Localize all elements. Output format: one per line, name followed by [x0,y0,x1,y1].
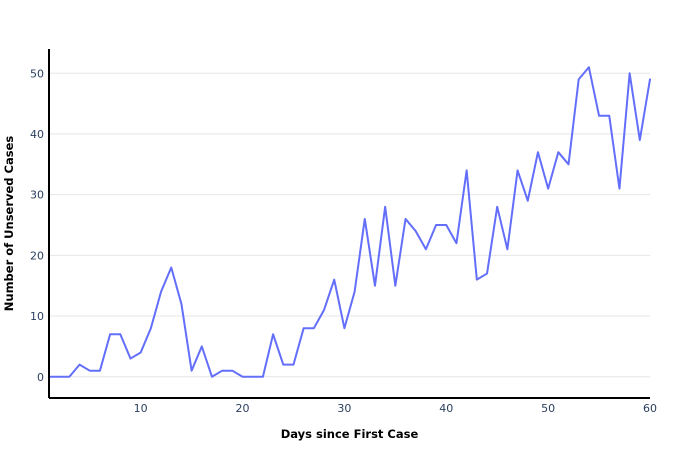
data-point[interactable] [56,374,62,380]
data-point[interactable] [270,331,276,337]
data-point[interactable] [311,325,317,331]
x-axis-title: Days since First Case [281,427,419,441]
data-point[interactable] [392,283,398,289]
data-point[interactable] [321,307,327,313]
data-point[interactable] [535,149,541,155]
data-point[interactable] [504,246,510,252]
series-line [48,66,651,378]
data-point[interactable] [87,368,93,374]
data-point[interactable] [525,198,531,204]
data-point[interactable] [515,167,521,173]
x-tick-label: 10 [134,402,148,415]
x-tick-label: 20 [236,402,250,415]
data-point[interactable] [474,277,480,283]
y-tick-label: 10 [30,310,44,323]
x-tick-label: 60 [643,402,657,415]
data-point[interactable] [107,331,113,337]
data-point[interactable] [647,76,653,82]
x-tick-label: 40 [439,402,453,415]
data-point[interactable] [484,271,490,277]
data-point[interactable] [158,289,164,295]
data-point[interactable] [362,216,368,222]
data-point[interactable] [209,374,215,380]
data-point[interactable] [494,204,500,210]
y-tick-label: 30 [30,189,44,202]
data-point[interactable] [555,149,561,155]
series-layer [48,64,653,380]
y-tick-label: 50 [30,67,44,80]
data-point[interactable] [219,368,225,374]
data-point[interactable] [301,325,307,331]
data-point[interactable] [453,240,459,246]
data-point[interactable] [566,161,572,167]
data-point[interactable] [77,362,83,368]
data-point[interactable] [341,325,347,331]
data-point[interactable] [596,113,602,119]
data-point[interactable] [413,228,419,234]
data-point[interactable] [127,356,133,362]
data-point[interactable] [423,246,429,252]
y-tick-label: 40 [30,128,44,141]
data-point[interactable] [178,301,184,307]
data-point[interactable] [372,283,378,289]
data-point[interactable] [229,368,235,374]
y-tick-label: 20 [30,249,44,262]
gridlines [49,72,650,378]
data-point[interactable] [148,325,154,331]
data-point[interactable] [199,343,205,349]
data-point[interactable] [576,76,582,82]
data-point[interactable] [637,137,643,143]
y-axis-title: Number of Unserved Cases [2,136,16,312]
data-point[interactable] [290,362,296,368]
y-tick-label: 0 [37,371,44,384]
data-point[interactable] [433,222,439,228]
x-tick-label: 30 [337,402,351,415]
data-point[interactable] [117,331,123,337]
axes [48,49,650,399]
data-point[interactable] [586,64,592,70]
tick-labels: 0 10 20 30 40 50 10 20 30 40 50 60 [30,67,657,415]
data-point[interactable] [331,277,337,283]
data-point[interactable] [382,204,388,210]
data-point[interactable] [168,265,174,271]
data-point[interactable] [138,349,144,355]
data-point[interactable] [280,362,286,368]
data-point[interactable] [443,222,449,228]
data-point[interactable] [250,374,256,380]
data-point[interactable] [260,374,266,380]
data-point[interactable] [97,368,103,374]
data-point[interactable] [545,186,551,192]
data-point[interactable] [352,289,358,295]
data-point[interactable] [189,368,195,374]
data-point[interactable] [403,216,409,222]
data-point[interactable] [606,113,612,119]
data-point[interactable] [616,186,622,192]
data-point[interactable] [464,167,470,173]
data-point[interactable] [66,374,72,380]
data-point[interactable] [627,70,633,76]
data-point[interactable] [240,374,246,380]
x-tick-label: 50 [541,402,555,415]
